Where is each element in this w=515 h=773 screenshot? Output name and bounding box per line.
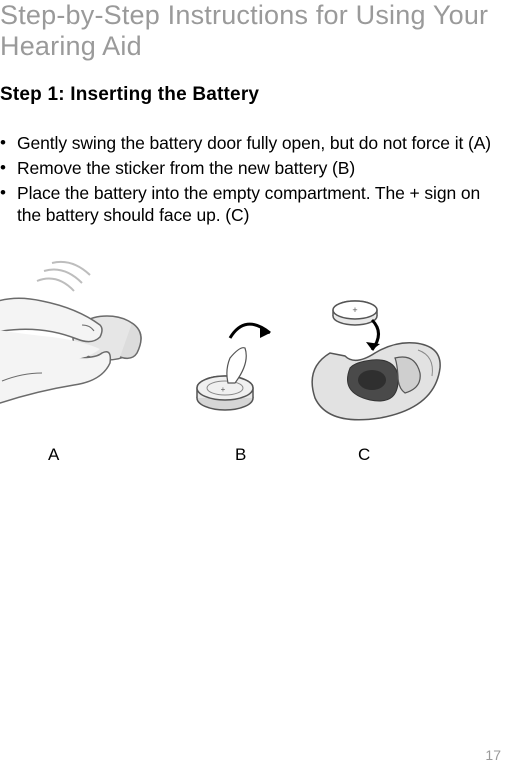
figure-a-hand-icon xyxy=(0,253,152,438)
list-item: Place the battery into the empty compart… xyxy=(0,182,497,228)
figure-b-battery-sticker-icon: + xyxy=(190,308,300,428)
svg-text:+: + xyxy=(352,305,357,315)
page-number: 17 xyxy=(485,747,501,763)
page: Step-by-Step Instructions for Using Your… xyxy=(0,0,515,475)
figure-label-c: C xyxy=(358,445,370,465)
svg-text:+: + xyxy=(221,385,226,394)
list-item: Remove the sticker from the new battery … xyxy=(0,157,497,180)
figure-label-a: A xyxy=(48,445,59,465)
figure-row: + + xyxy=(0,253,497,443)
figure-labels-row: A B C xyxy=(0,445,497,475)
page-title: Step-by-Step Instructions for Using Your… xyxy=(0,0,497,62)
list-item: Gently swing the battery door fully open… xyxy=(0,132,497,155)
figure-label-b: B xyxy=(235,445,246,465)
instruction-list: Gently swing the battery door fully open… xyxy=(0,132,497,227)
figure-c-hearing-aid-icon: + xyxy=(300,298,450,428)
step-heading: Step 1: Inserting the Battery xyxy=(0,84,497,106)
